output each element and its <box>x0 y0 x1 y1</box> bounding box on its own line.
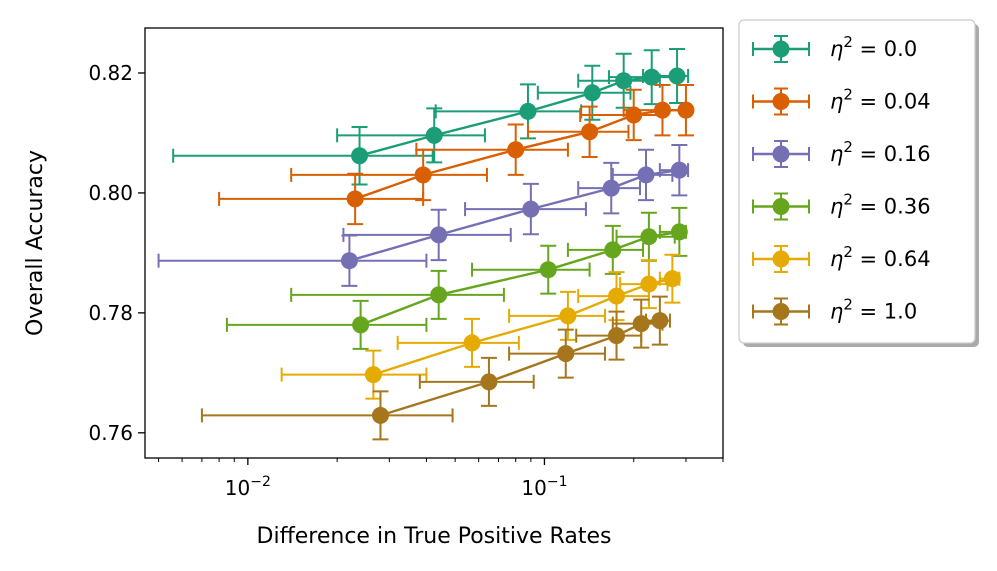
legend-swatch-marker <box>772 250 790 268</box>
y-tick-label: 0.80 <box>88 181 133 205</box>
y-tick-label: 0.78 <box>88 301 133 325</box>
data-point <box>581 123 599 141</box>
data-point <box>557 345 575 363</box>
data-point <box>670 161 688 179</box>
x-tick-label: 10−2 <box>225 474 271 500</box>
data-point <box>430 286 448 304</box>
data-point <box>340 252 358 270</box>
series-line <box>373 277 673 376</box>
data-point <box>425 126 443 144</box>
data-point <box>608 287 626 305</box>
series-0 <box>172 47 690 186</box>
legend-label: η2 = 0.0 <box>830 33 917 61</box>
data-point <box>643 68 661 86</box>
x-axis-label: Difference in True Positive Rates <box>257 524 612 549</box>
x-tick-label: 10−1 <box>521 474 567 500</box>
data-point <box>351 147 369 165</box>
data-point <box>670 223 688 241</box>
series-3 <box>225 206 688 350</box>
legend-swatch-marker <box>772 198 790 215</box>
legend-label: η2 = 0.04 <box>830 86 931 114</box>
legend-label: η2 = 0.36 <box>830 191 931 219</box>
data-point <box>637 166 655 184</box>
data-point <box>522 200 540 218</box>
data-point <box>677 101 695 119</box>
legend-label: η2 = 0.16 <box>830 138 931 166</box>
data-point <box>640 275 658 293</box>
data-point <box>371 406 389 424</box>
legend-label: η2 = 1.0 <box>830 296 917 324</box>
data-point <box>559 307 577 325</box>
data-point <box>352 316 370 334</box>
plot-frame <box>144 27 724 459</box>
data-point <box>640 228 658 246</box>
data-point <box>519 102 537 120</box>
data-point <box>608 327 626 345</box>
legend-swatch-marker <box>772 145 790 163</box>
legend-frame <box>738 19 976 344</box>
data-point <box>602 179 620 197</box>
legend: η2 = 0.0 η2 = 0.04 η2 = 0.16 η2 = 0.36 η2 = … <box>738 19 979 347</box>
legend-swatch-marker <box>772 40 790 58</box>
data-point <box>615 72 633 90</box>
y-axis: 0.76 0.78 0.80 0.82 <box>88 61 145 445</box>
legend-label: η2 = 0.64 <box>830 243 931 271</box>
data-point <box>346 190 364 208</box>
data-point <box>583 84 601 102</box>
series-4 <box>280 253 681 400</box>
series-2 <box>157 143 690 287</box>
y-tick-label: 0.76 <box>88 421 133 445</box>
legend-swatch-marker <box>772 93 790 110</box>
y-tick-label: 0.82 <box>88 61 133 85</box>
data-point <box>663 270 681 288</box>
data-point <box>364 366 382 384</box>
data-point <box>651 312 669 330</box>
data-point <box>480 373 498 391</box>
data-point <box>507 141 525 159</box>
data-point <box>632 315 650 333</box>
x-axis: 10−2 10−1 <box>158 458 724 500</box>
series-1 <box>218 83 695 226</box>
data-point <box>539 261 557 279</box>
data-point <box>625 106 643 124</box>
series-layer <box>157 47 695 441</box>
data-point <box>414 166 432 184</box>
data-point <box>430 226 448 244</box>
data-point <box>604 241 622 259</box>
series-5 <box>200 295 671 441</box>
legend-swatch-marker <box>772 303 790 320</box>
data-point <box>668 67 686 85</box>
series-line <box>360 230 680 327</box>
data-point <box>463 334 481 352</box>
y-axis-label: Overall Accuracy <box>23 150 48 336</box>
